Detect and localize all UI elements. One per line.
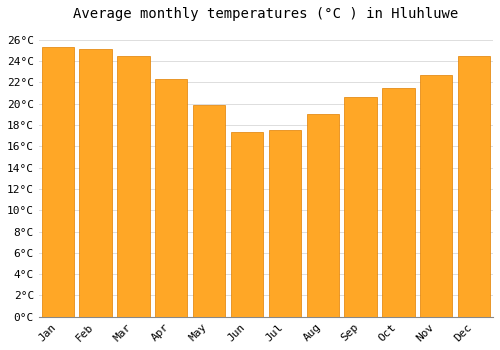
Bar xyxy=(231,132,263,317)
Bar xyxy=(458,56,490,317)
Bar xyxy=(42,47,74,317)
Bar xyxy=(193,105,225,317)
Bar xyxy=(118,56,150,317)
Bar xyxy=(420,75,452,317)
Bar xyxy=(344,97,376,317)
Bar xyxy=(155,79,188,317)
Bar xyxy=(80,49,112,317)
Bar xyxy=(306,114,339,317)
Title: Average monthly temperatures (°C ) in Hluhluwe: Average monthly temperatures (°C ) in Hl… xyxy=(74,7,458,21)
Bar xyxy=(269,130,301,317)
Bar xyxy=(382,88,414,317)
